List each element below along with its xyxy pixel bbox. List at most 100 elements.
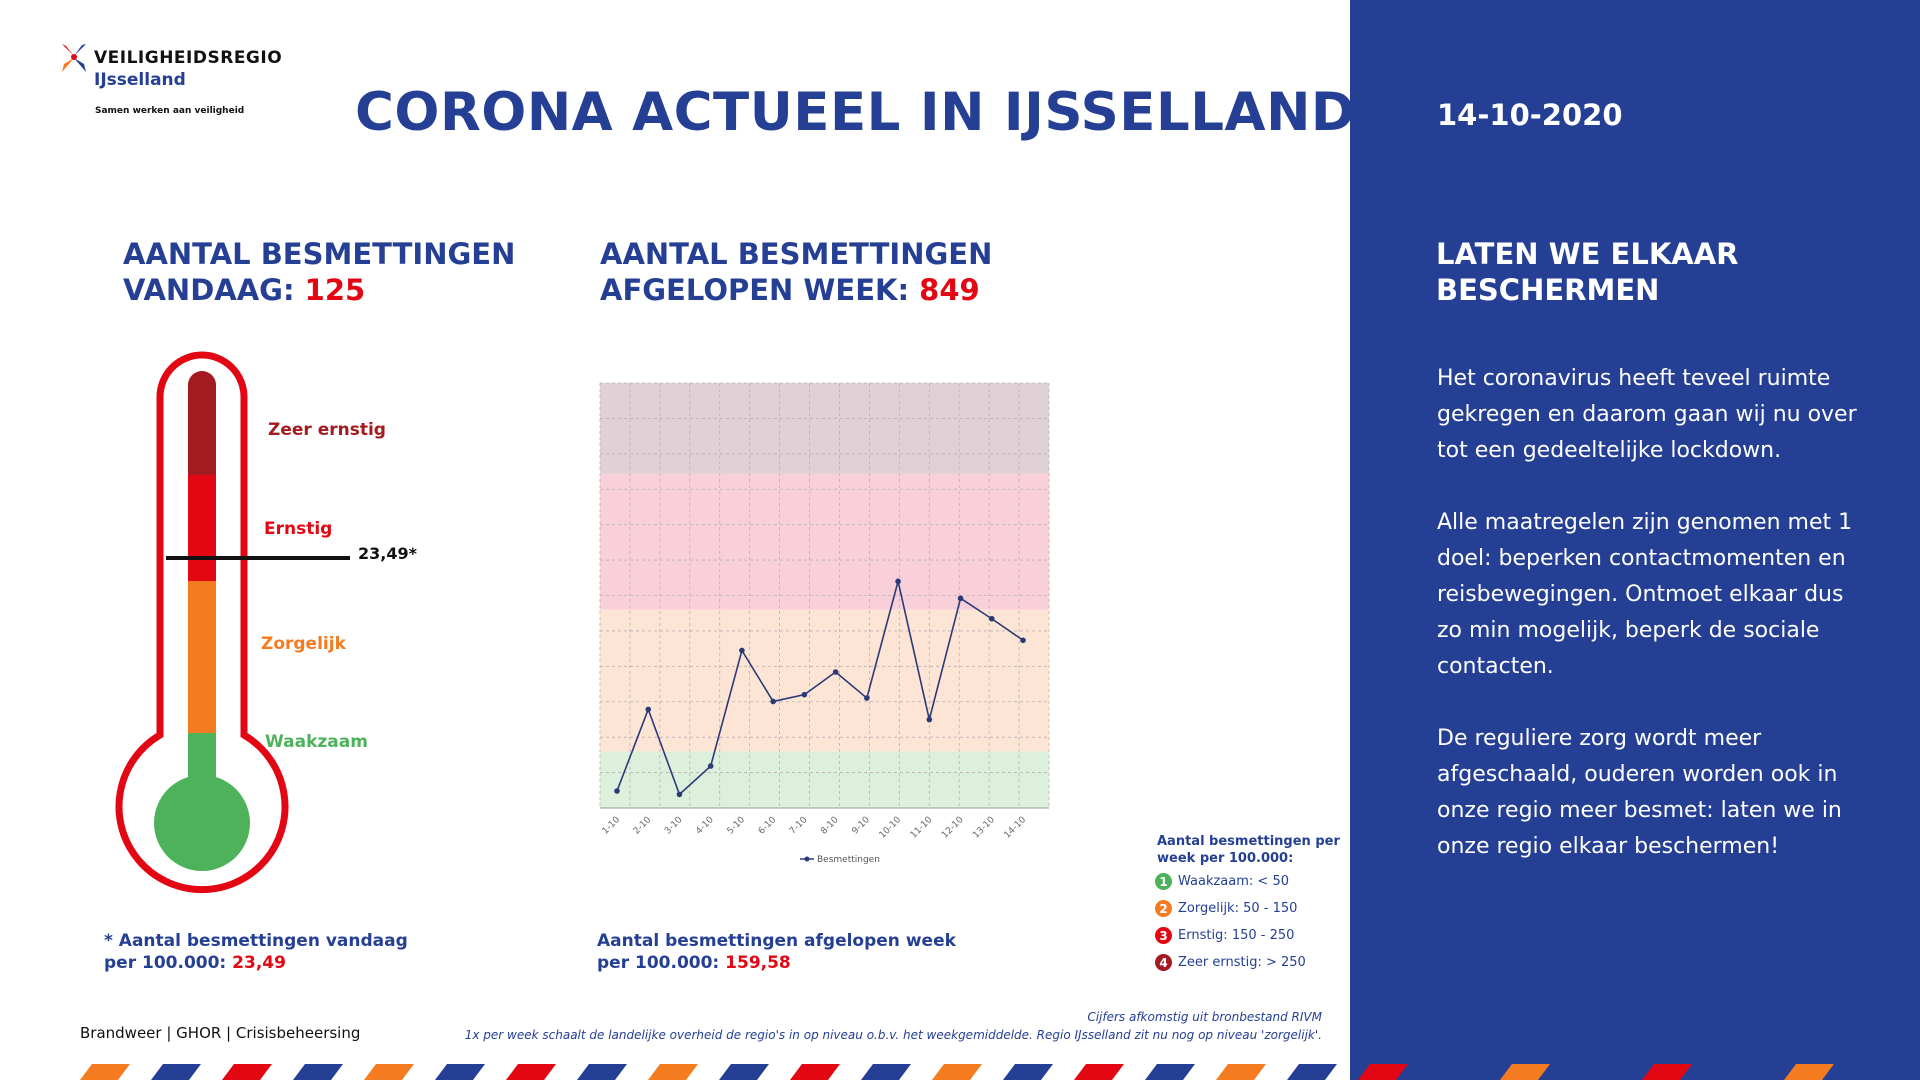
x-tick-label: 4-10 xyxy=(694,815,716,837)
thermometer-level-zeer-ernstig xyxy=(188,371,216,475)
today-heading: AANTAL BESMETTINGEN VANDAAG: 125 xyxy=(123,236,515,308)
stripe-segment xyxy=(1003,1064,1053,1080)
stripe-segment xyxy=(435,1064,485,1080)
stripe-segment xyxy=(80,1064,130,1080)
x-tick-label: 7-10 xyxy=(788,815,810,837)
logo-tagline: Samen werken aan veiligheid xyxy=(95,106,245,116)
x-tick-label: 3-10 xyxy=(663,815,685,837)
today-note-value: 23,49 xyxy=(232,953,286,973)
legend-number-badge: 1 xyxy=(1155,873,1172,890)
stripe-segment xyxy=(1855,1064,1905,1080)
report-date: 14-10-2020 xyxy=(1437,98,1623,132)
risk-legend-title: Aantal besmettingen per week per 100.000… xyxy=(1157,833,1340,867)
series-line xyxy=(616,581,1024,796)
stripe-segment xyxy=(1074,1064,1124,1080)
today-note: * Aantal besmettingen vandaag per 100.00… xyxy=(104,930,408,974)
data-point xyxy=(1020,637,1026,644)
legend-item-label: Ernstig: 150 - 250 xyxy=(1178,928,1295,943)
thermometer-marker-label: 23,49* xyxy=(358,544,418,563)
chart-grid xyxy=(599,382,1050,809)
thermometer-label-ernstig: Ernstig xyxy=(264,519,332,539)
today-note-prefix: per 100.000: xyxy=(104,953,233,973)
logo-region: IJsselland xyxy=(94,70,186,90)
x-tick-label: 13-10 xyxy=(971,815,997,841)
stripe-segment xyxy=(222,1064,272,1080)
data-point xyxy=(926,716,933,723)
week-note-prefix: per 100.000: xyxy=(597,953,726,973)
stripe-segment xyxy=(861,1064,911,1080)
weekly-chart: 1-10 2-10 3-10 4-10 5-10 6-10 7-10 8-10 9-10 10-1… xyxy=(599,382,1050,865)
data-point xyxy=(801,691,808,698)
stripe-segment xyxy=(1500,1064,1550,1080)
x-tick-label: 9-10 xyxy=(850,815,872,837)
chart-band-3 xyxy=(600,383,1049,474)
stripe-segment xyxy=(577,1064,627,1080)
side-paragraph-2: Alle maatregelen zijn genomen met 1 doel… xyxy=(1437,510,1853,679)
stripe-segment xyxy=(1784,1064,1834,1080)
today-heading-line2: VANDAAG: xyxy=(123,273,305,307)
x-tick-label: 5-10 xyxy=(726,815,748,837)
stripe-segment xyxy=(1642,1064,1692,1080)
stripe-segment xyxy=(719,1064,769,1080)
chart-legend-marker xyxy=(804,856,810,862)
stripe-segment xyxy=(932,1064,982,1080)
page-title: CORONA ACTUEEL IN IJSSELLAND xyxy=(355,82,1356,143)
side-heading-line1: LATEN WE ELKAAR xyxy=(1436,237,1739,271)
stripe-pattern xyxy=(80,1064,1905,1080)
x-tick-label: 12-10 xyxy=(940,815,966,841)
risk-legend-title-line1: Aantal besmettingen per xyxy=(1157,834,1340,849)
data-point xyxy=(614,788,620,794)
legend-item-label: Waakzaam: < 50 xyxy=(1178,874,1289,889)
data-point xyxy=(739,647,745,654)
stripe-segment xyxy=(1358,1064,1408,1080)
thermometer-label-zorgelijk: Zorgelijk xyxy=(261,634,347,654)
side-paragraph-3: De reguliere zorg wordt meer afgeschaald… xyxy=(1437,726,1842,859)
risk-legend-item: 4 Zeer ernstig: > 250 xyxy=(1155,954,1306,971)
week-note-value: 159,58 xyxy=(725,953,791,973)
risk-legend-title-line2: week per 100.000: xyxy=(1157,851,1294,866)
data-point xyxy=(707,763,714,769)
side-heading-line2: BESCHERMEN xyxy=(1436,273,1660,307)
week-note-line1: Aantal besmettingen afgelopen week xyxy=(597,931,956,951)
risk-legend-item: 1 Waakzaam: < 50 xyxy=(1155,873,1289,890)
thermometer: Zeer ernstig Ernstig Zorgelijk Waakzaam … xyxy=(115,351,418,894)
side-heading: LATEN WE ELKAAR BESCHERMEN xyxy=(1436,236,1739,308)
risk-legend-item: 2 Zorgelijk: 50 - 150 xyxy=(1155,900,1297,917)
stripe-segment xyxy=(648,1064,698,1080)
stripe-segment xyxy=(364,1064,414,1080)
footer-organisations: Brandweer | GHOR | Crisisbeheersing xyxy=(80,1024,361,1042)
stripe-segment xyxy=(1713,1064,1763,1080)
stripe-segment xyxy=(1216,1064,1266,1080)
data-point xyxy=(864,695,870,701)
data-point xyxy=(676,791,683,798)
side-paragraph-1: Het coronavirus heeft teveel ruimte gekr… xyxy=(1437,366,1857,463)
today-note-line1: * Aantal besmettingen vandaag xyxy=(104,931,408,951)
thermometer-label-zeer-ernstig: Zeer ernstig xyxy=(268,420,386,440)
week-heading-line1: AANTAL BESMETTINGEN xyxy=(600,237,993,271)
stripe-segment xyxy=(293,1064,343,1080)
data-point xyxy=(770,698,776,705)
stripe-segment xyxy=(151,1064,201,1080)
risk-legend-item: 3 Ernstig: 150 - 250 xyxy=(1155,927,1294,944)
logo-mark-icon xyxy=(62,44,86,72)
data-point xyxy=(645,706,652,713)
footer-disclaimer: 1x per week schaalt de landelijke overhe… xyxy=(464,1028,1322,1042)
stripe-segment xyxy=(506,1064,556,1080)
thermometer-bulb xyxy=(154,775,250,871)
stripe-segment xyxy=(1429,1064,1479,1080)
data-point xyxy=(988,615,995,622)
chart-band-2 xyxy=(600,473,1049,610)
today-heading-line1: AANTAL BESMETTINGEN xyxy=(123,237,516,271)
x-tick-label: 6-10 xyxy=(757,815,779,837)
data-point xyxy=(895,578,901,585)
stripe-segment xyxy=(790,1064,840,1080)
week-note: Aantal besmettingen afgelopen week per 1… xyxy=(597,930,956,974)
decorative-stripe xyxy=(0,1064,1920,1080)
chart-series xyxy=(614,578,1026,798)
x-tick-label: 1-10 xyxy=(601,815,623,837)
thermometer-level-zorgelijk xyxy=(188,581,216,733)
week-heading-line2: AFGELOPEN WEEK: xyxy=(600,273,920,307)
x-tick-label: 14-10 xyxy=(1003,815,1029,841)
footer-source: Cijfers afkomstig uit bronbestand RIVM xyxy=(1087,1010,1322,1024)
logo-name: VEILIGHEIDSREGIO xyxy=(94,48,283,68)
